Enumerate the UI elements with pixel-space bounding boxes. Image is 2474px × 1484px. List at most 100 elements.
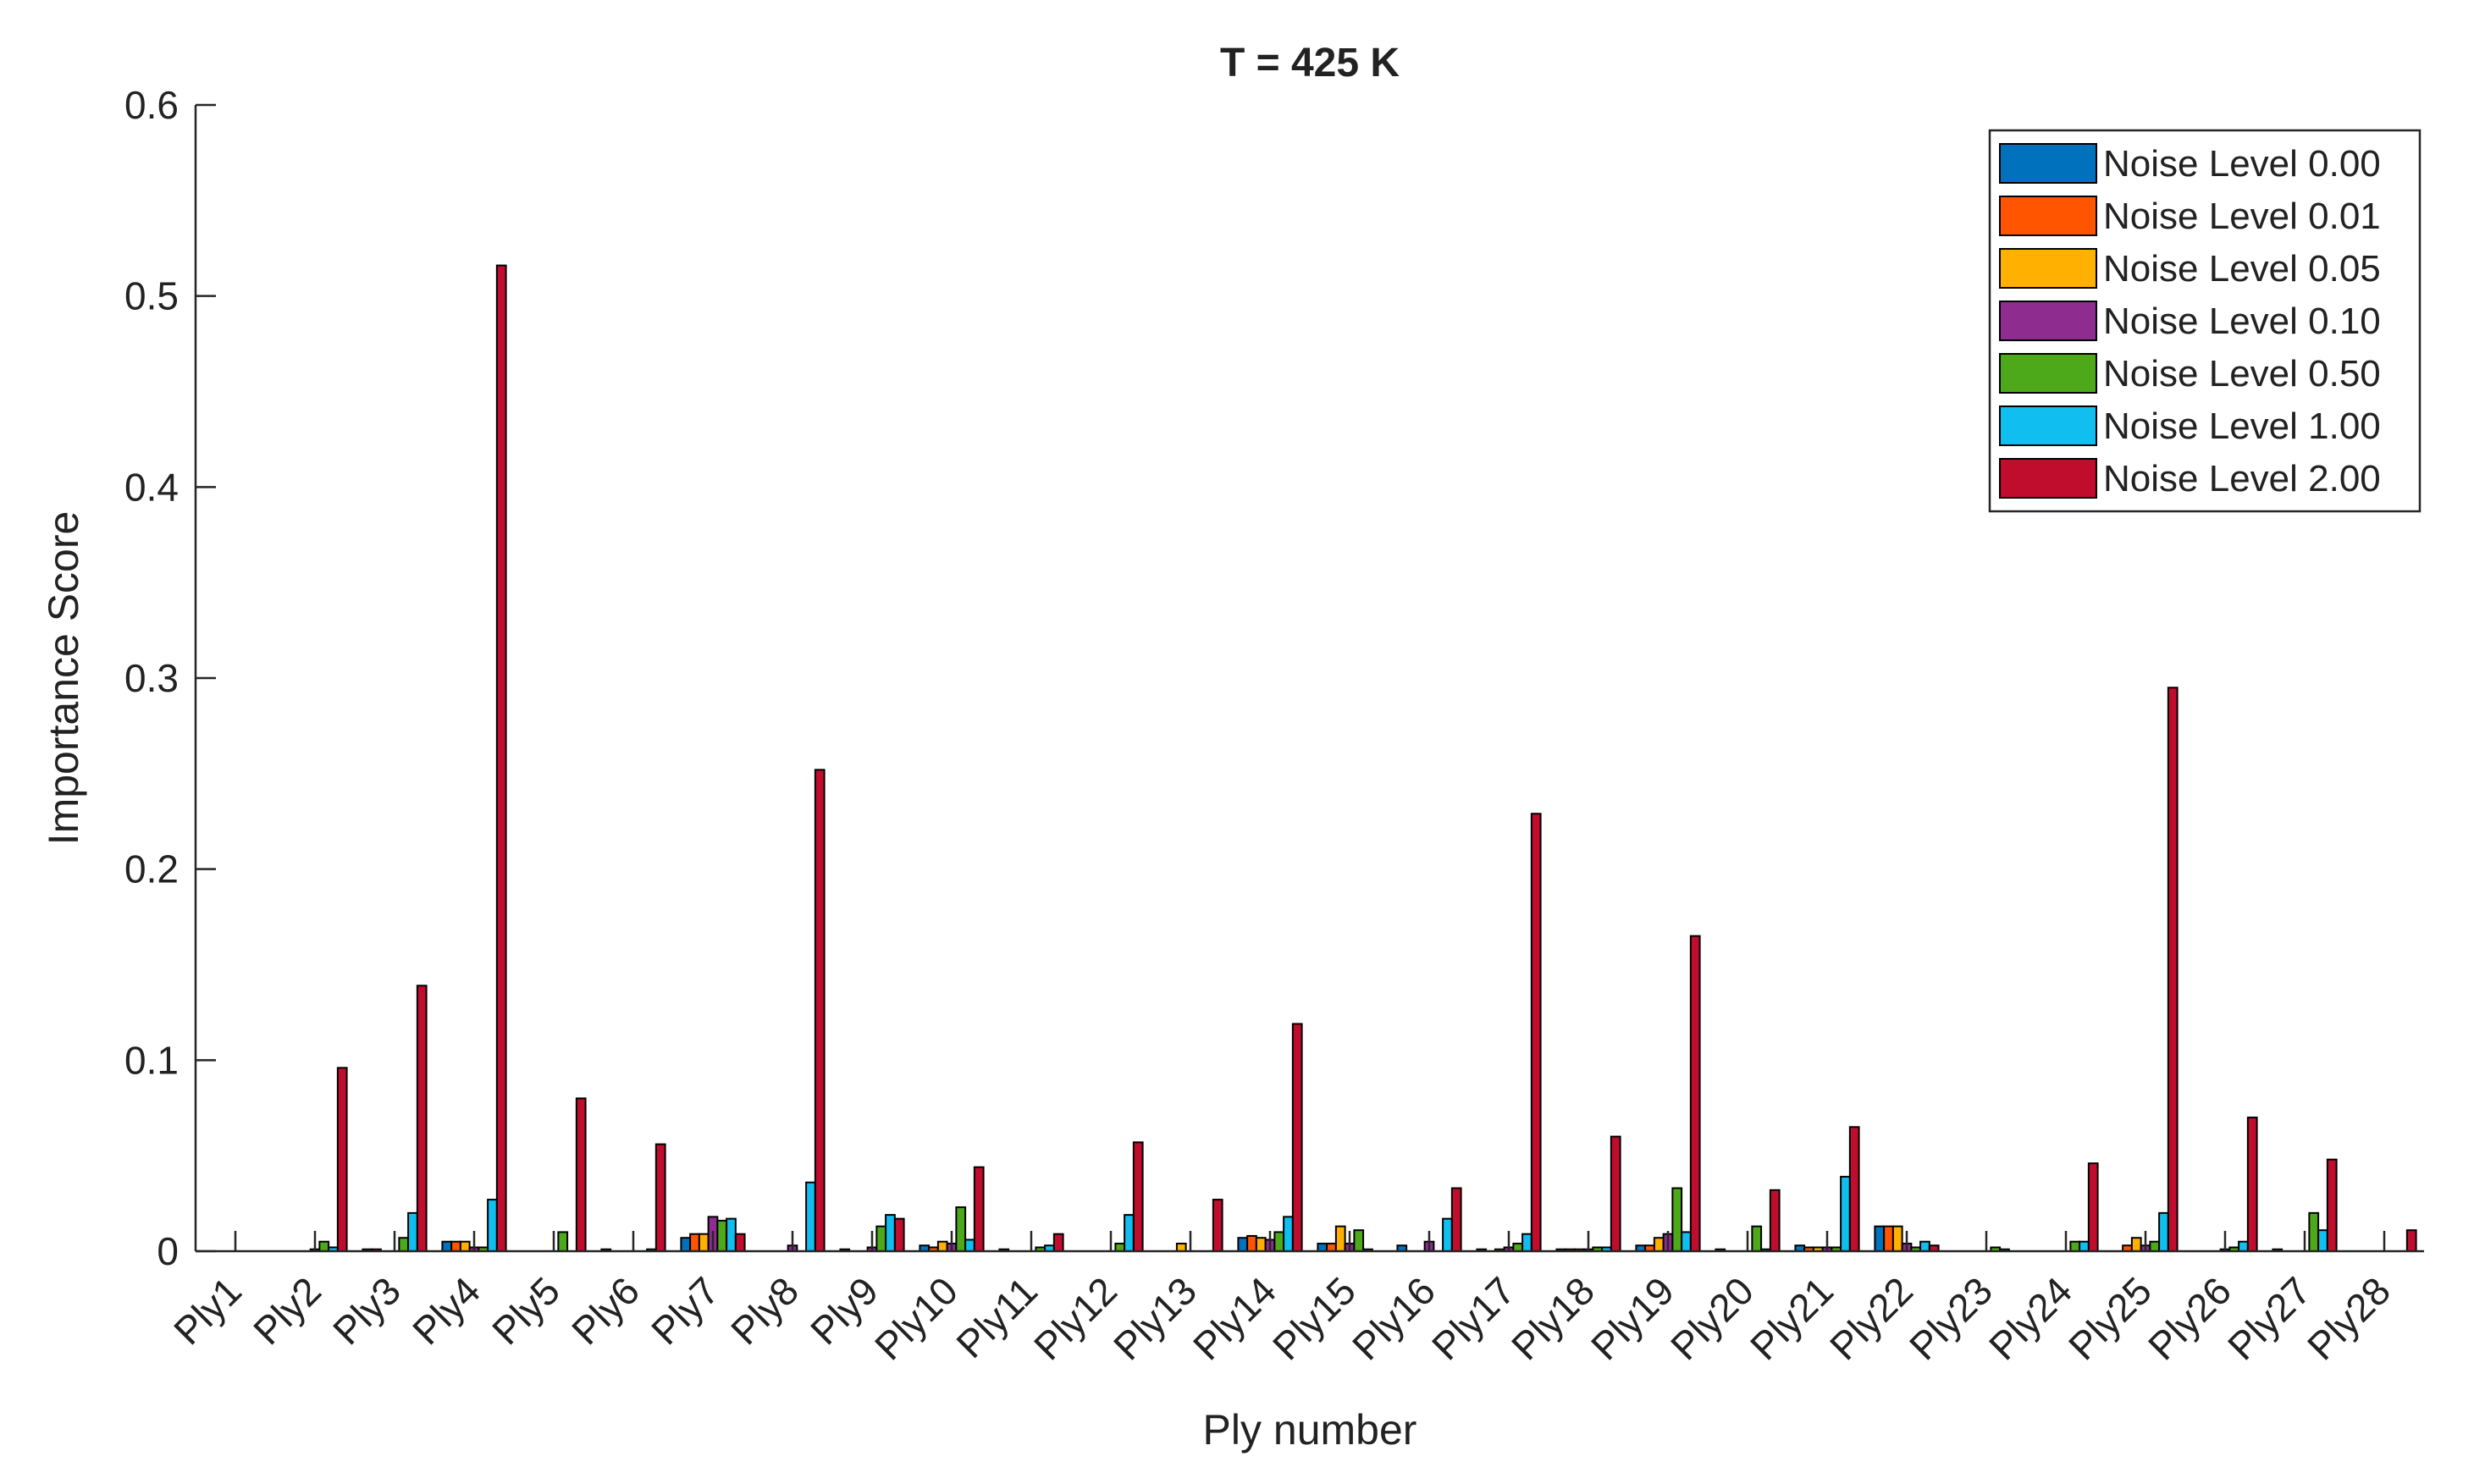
x-tick-label: Ply4 xyxy=(404,1268,489,1353)
bar-ply10-series-3 xyxy=(936,1240,948,1252)
x-tick-label: Ply12 xyxy=(1025,1268,1125,1368)
x-tick-label: Ply5 xyxy=(483,1268,568,1353)
legend-swatch xyxy=(1999,458,2097,499)
x-tick-label: Ply7 xyxy=(643,1268,727,1353)
bar-ply15-series-3 xyxy=(1334,1225,1346,1253)
x-tick-label: Ply25 xyxy=(2060,1268,2160,1368)
bar-ply8-series-7 xyxy=(814,769,826,1252)
bar-ply7-series-6 xyxy=(726,1217,737,1253)
x-tick-label: Ply14 xyxy=(1185,1268,1284,1368)
bar-ply4-series-7 xyxy=(495,264,507,1252)
bar-ply22-series-6 xyxy=(1919,1240,1930,1252)
x-tick-label: Ply11 xyxy=(947,1268,1046,1366)
y-tick-label: 0.1 xyxy=(124,1038,179,1082)
bar-ply27-series-7 xyxy=(2326,1158,2338,1253)
bar-ply11-series-7 xyxy=(1052,1233,1064,1252)
bar-ply17-series-7 xyxy=(1530,813,1542,1252)
bar-ply13-series-7 xyxy=(1212,1199,1223,1252)
y-tick-label: 0.4 xyxy=(124,465,179,509)
bar-ply4-series-6 xyxy=(487,1199,498,1252)
bar-ply8-series-6 xyxy=(805,1181,816,1253)
bar-ply4-series-2 xyxy=(450,1240,461,1252)
y-tick-label: 0.6 xyxy=(124,83,179,127)
bar-ply9-series-7 xyxy=(893,1217,905,1253)
bar-ply17-series-6 xyxy=(1521,1233,1532,1252)
bar-ply14-series-5 xyxy=(1273,1231,1285,1253)
x-tick-label: Ply23 xyxy=(1901,1268,2001,1368)
bar-ply24-series-6 xyxy=(2079,1240,2090,1252)
bar-ply14-series-6 xyxy=(1283,1216,1294,1253)
bar-ply7-series-3 xyxy=(698,1233,710,1252)
x-tick-label: Ply3 xyxy=(324,1268,409,1353)
legend-swatch xyxy=(1999,405,2097,446)
bar-ply5-series-7 xyxy=(575,1097,587,1252)
bar-ply16-series-6 xyxy=(1442,1217,1453,1253)
x-tick-label: Ply20 xyxy=(1662,1268,1762,1368)
bar-ply27-series-6 xyxy=(2317,1229,2328,1253)
legend-entry-label: Noise Level 0.00 xyxy=(2103,143,2381,185)
x-tick-label: Ply28 xyxy=(2299,1268,2399,1368)
bar-ply12-series-5 xyxy=(1114,1242,1126,1252)
x-tick-label: Ply17 xyxy=(1423,1268,1523,1368)
bar-ply14-series-3 xyxy=(1255,1237,1267,1252)
bar-ply15-series-5 xyxy=(1353,1229,1365,1253)
x-tick-label: Ply21 xyxy=(1742,1268,1842,1368)
bar-ply19-series-6 xyxy=(1681,1231,1692,1253)
bar-ply15-series-2 xyxy=(1326,1242,1337,1252)
x-tick-label: Ply13 xyxy=(1105,1268,1205,1368)
bar-ply9-series-6 xyxy=(885,1214,896,1252)
x-tick-label: Ply10 xyxy=(866,1268,966,1368)
bar-ply12-series-7 xyxy=(1132,1141,1144,1252)
bar-ply26-series-7 xyxy=(2246,1117,2258,1253)
bar-ply13-series-3 xyxy=(1175,1242,1187,1252)
y-tick-label: 0 xyxy=(157,1229,179,1273)
x-tick-label: Ply1 xyxy=(165,1268,250,1353)
bar-ply7-series-2 xyxy=(689,1233,700,1252)
bar-ply14-series-2 xyxy=(1246,1234,1257,1252)
bar-ply25-series-7 xyxy=(2167,687,2179,1252)
x-tick-label: Ply15 xyxy=(1264,1268,1364,1368)
bar-ply19-series-3 xyxy=(1653,1237,1665,1252)
y-tick-label: 0.5 xyxy=(124,274,179,318)
x-tick-label: Ply24 xyxy=(1980,1268,2080,1368)
x-tick-label: Ply8 xyxy=(722,1268,807,1353)
bar-ply4-series-1 xyxy=(441,1240,453,1252)
bar-ply19-series-7 xyxy=(1689,935,1701,1253)
legend-entry-label: Noise Level 0.01 xyxy=(2103,196,2381,237)
bar-ply26-series-6 xyxy=(2238,1240,2249,1252)
bar-ply6-series-7 xyxy=(654,1143,666,1253)
bar-ply7-series-1 xyxy=(680,1237,692,1252)
x-axis-label: Ply number xyxy=(1203,1406,1417,1454)
bar-ply10-series-5 xyxy=(955,1206,967,1252)
bar-ply25-series-6 xyxy=(2158,1211,2169,1252)
bar-ply22-series-1 xyxy=(1874,1225,1886,1253)
bar-ply14-series-1 xyxy=(1237,1237,1249,1252)
bar-ply27-series-5 xyxy=(2308,1211,2320,1252)
legend-entry-label: Noise Level 0.50 xyxy=(2103,353,2381,394)
legend-swatch xyxy=(1999,301,2097,341)
x-tick-label: Ply19 xyxy=(1582,1268,1682,1368)
legend: Noise Level 0.00 Noise Level 0.01 Noise Le… xyxy=(1988,129,2422,513)
bars-layer xyxy=(309,264,2417,1253)
y-axis-label: Importance Score xyxy=(40,511,87,846)
bar-ply24-series-5 xyxy=(2069,1240,2081,1252)
legend-entry-label: Noise Level 0.05 xyxy=(2103,248,2381,290)
bar-ply9-series-5 xyxy=(875,1225,887,1253)
bar-ply2-series-7 xyxy=(336,1067,348,1252)
bar-ply18-series-7 xyxy=(1610,1135,1621,1252)
legend-swatch xyxy=(1999,248,2097,289)
y-tick-label: 0.2 xyxy=(124,847,179,891)
y-tick-label: 0.3 xyxy=(124,656,179,700)
bar-ply7-series-5 xyxy=(716,1219,728,1253)
bar-ply19-series-5 xyxy=(1671,1187,1683,1253)
bar-ply17-series-5 xyxy=(1512,1242,1524,1252)
x-tick-label: Ply16 xyxy=(1344,1268,1444,1368)
legend-entry-label: Noise Level 0.10 xyxy=(2103,301,2381,342)
bar-ply3-series-7 xyxy=(416,985,428,1252)
x-tick-label: Ply26 xyxy=(2140,1268,2239,1368)
legend-entry-label: Noise Level 1.00 xyxy=(2103,405,2381,447)
x-tick-label: Ply6 xyxy=(563,1268,648,1353)
x-tick-label: Ply22 xyxy=(1821,1268,1921,1368)
